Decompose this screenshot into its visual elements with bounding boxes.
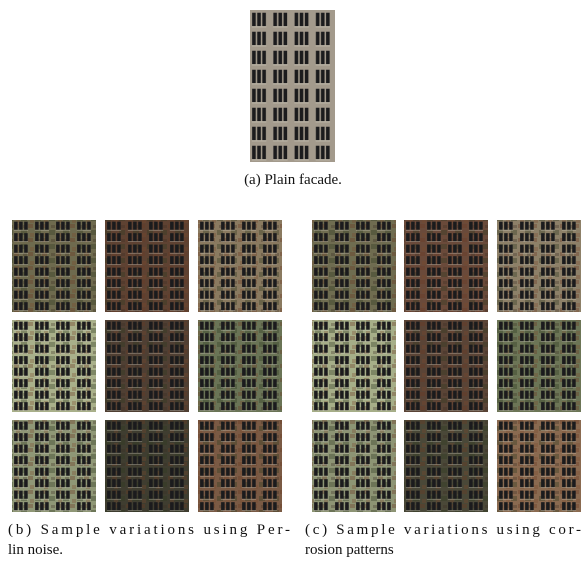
facade-windows [198, 320, 282, 412]
facade-windows [497, 220, 581, 312]
facade-windows [250, 10, 335, 162]
facade-windows [105, 420, 189, 512]
facade-windows [105, 220, 189, 312]
caption-a: (a) Plain facade. [244, 172, 342, 188]
caption-c-line: rosion patterns [305, 542, 394, 558]
caption-b-line: lin noise. [8, 542, 63, 558]
facade-windows [497, 420, 581, 512]
facade-windows [12, 220, 96, 312]
figure: (a) Plain facade. (b) Sample variations … [0, 0, 587, 569]
facade-windows [404, 420, 488, 512]
facade-windows [497, 320, 581, 412]
facade-windows [312, 320, 396, 412]
facade-windows [12, 420, 96, 512]
facade-windows [312, 220, 396, 312]
facade-windows [404, 220, 488, 312]
facade-windows [404, 320, 488, 412]
texture-grid [12, 10, 581, 512]
facade-windows [198, 220, 282, 312]
facade-windows [12, 320, 96, 412]
caption-b-line: (b) Sample variations using Per- [8, 522, 290, 538]
caption-c-line: (c) Sample variations using cor- [305, 522, 581, 538]
facade-windows [312, 420, 396, 512]
facade-windows [105, 320, 189, 412]
facade-windows [198, 420, 282, 512]
